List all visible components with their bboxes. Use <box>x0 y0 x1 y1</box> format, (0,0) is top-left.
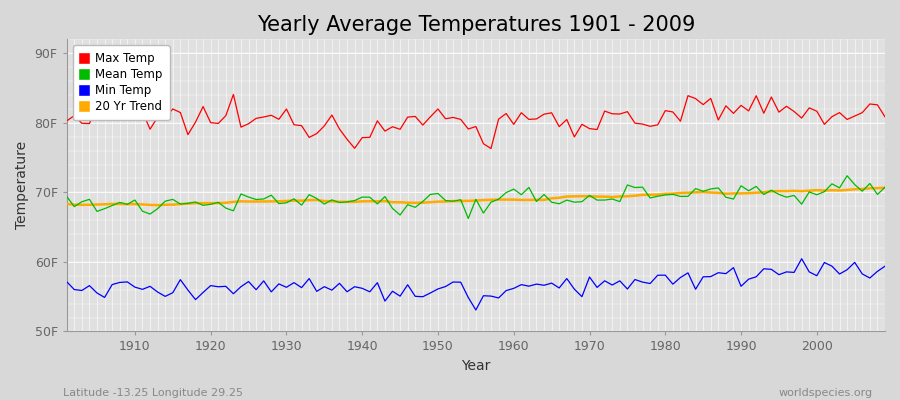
Text: Latitude -13.25 Longitude 29.25: Latitude -13.25 Longitude 29.25 <box>63 388 243 398</box>
Legend: Max Temp, Mean Temp, Min Temp, 20 Yr Trend: Max Temp, Mean Temp, Min Temp, 20 Yr Tre… <box>73 45 169 120</box>
Y-axis label: Temperature: Temperature <box>15 141 29 230</box>
X-axis label: Year: Year <box>461 359 491 373</box>
Text: worldspecies.org: worldspecies.org <box>778 388 873 398</box>
Title: Yearly Average Temperatures 1901 - 2009: Yearly Average Temperatures 1901 - 2009 <box>256 15 695 35</box>
